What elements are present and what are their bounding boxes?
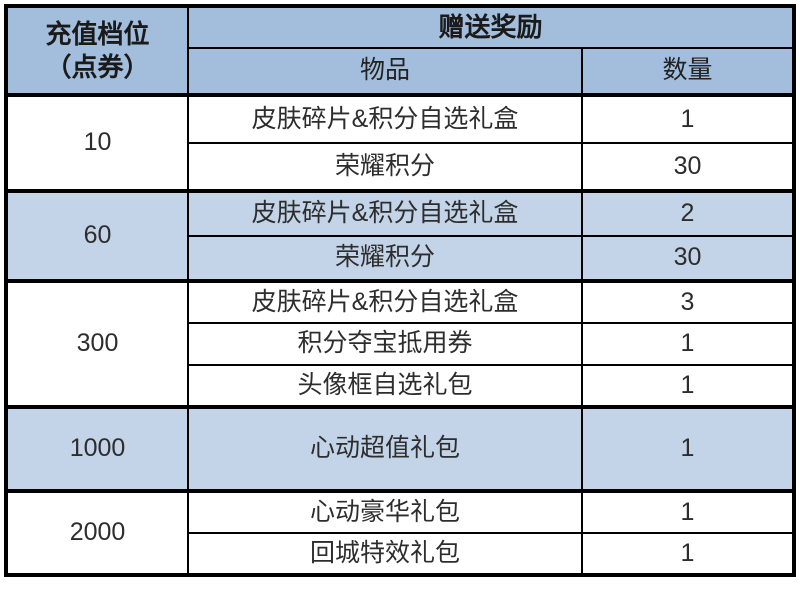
table-row: 10 皮肤碎片&积分自选礼盒 1 <box>5 93 796 192</box>
qty-cell: 30 <box>580 235 796 282</box>
tier-cell: 1000 <box>5 405 189 492</box>
qty-cell: 2 <box>580 189 796 237</box>
table-row: 回城特效礼包 1 <box>6 532 796 576</box>
item-cell: 皮肤碎片&积分自选礼盒 <box>187 93 583 144</box>
qty-cell: 1 <box>580 93 796 144</box>
qty-cell: 1 <box>580 489 796 534</box>
table-row: 2000 心动豪华礼包 1 <box>5 489 796 576</box>
qty-cell: 1 <box>580 532 796 576</box>
tier-header-cell: 充值档位 （点券） <box>5 5 189 96</box>
item-cell: 积分夺宝抵用券 <box>187 322 583 366</box>
qty-cell: 1 <box>580 322 796 366</box>
table-row: 60 皮肤碎片&积分自选礼盒 2 <box>5 189 796 282</box>
table-row: 头像框自选礼包 1 <box>6 364 796 408</box>
tier-header-line2: （点券） <box>45 51 150 82</box>
item-cell: 荣耀积分 <box>187 235 583 282</box>
tier-header-line1: 充值档位 <box>45 19 150 49</box>
table-row: 荣耀积分 30 <box>6 235 796 282</box>
header-row-2: 物品 数量 <box>6 47 796 96</box>
item-cell: 回城特效礼包 <box>187 532 583 576</box>
qty-header-cell: 数量 <box>580 47 796 96</box>
table-row: 荣耀积分 30 <box>6 142 796 192</box>
tier-cell: 60 <box>5 189 189 282</box>
qty-cell: 3 <box>580 279 796 324</box>
item-cell: 皮肤碎片&积分自选礼盒 <box>187 189 583 237</box>
tier-cell: 300 <box>5 279 189 408</box>
item-cell: 心动豪华礼包 <box>187 489 583 534</box>
item-cell: 荣耀积分 <box>187 142 583 192</box>
item-cell: 头像框自选礼包 <box>187 364 583 408</box>
rewards-header-cell: 赠送奖励 <box>186 5 796 49</box>
qty-cell: 1 <box>580 364 796 408</box>
qty-cell: 1 <box>580 405 796 492</box>
item-cell: 皮肤碎片&积分自选礼盒 <box>187 279 583 324</box>
table-row: 1000 心动超值礼包 1 <box>5 405 796 492</box>
table-row: 积分夺宝抵用券 1 <box>6 322 796 366</box>
tier-cell: 2000 <box>5 489 189 576</box>
item-header-cell: 物品 <box>187 47 583 96</box>
header-row-1: 充值档位 （点券） 赠送奖励 <box>5 5 796 96</box>
item-cell: 心动超值礼包 <box>187 405 583 492</box>
table-row: 300 皮肤碎片&积分自选礼盒 3 <box>5 279 796 408</box>
tier-cell: 10 <box>5 93 189 192</box>
recharge-rewards-table: 充值档位 （点券） 赠送奖励 物品 数量 10 皮肤碎片&积分自选礼盒 1 荣耀… <box>4 4 797 577</box>
qty-cell: 30 <box>580 142 796 192</box>
